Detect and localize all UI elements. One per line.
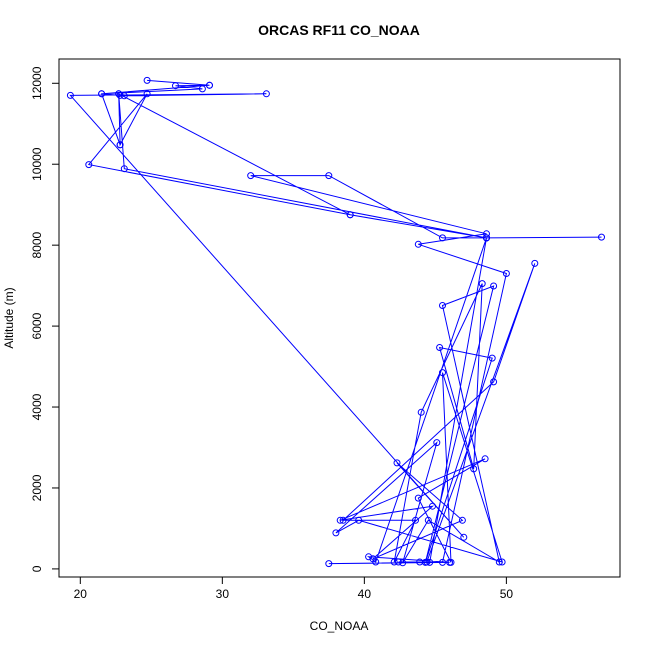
chart-title: ORCAS RF11 CO_NOAA — [258, 22, 420, 38]
data-point — [478, 280, 486, 288]
data-point — [355, 516, 363, 524]
data-point — [66, 91, 74, 99]
data-point — [490, 378, 498, 386]
data-point — [426, 558, 434, 566]
data-point — [598, 233, 605, 241]
data-point — [85, 161, 93, 169]
data-point — [390, 558, 398, 566]
x-axis: 20 30 40 50 — [74, 576, 514, 601]
data-point — [365, 553, 373, 561]
y-tick-label: 12000 — [30, 66, 44, 100]
y-axis-label: Altitude (m) — [2, 287, 16, 348]
data-point — [247, 172, 255, 180]
x-tick-label: 40 — [358, 587, 372, 601]
data-point — [120, 165, 128, 173]
data-point — [325, 172, 333, 180]
y-axis: 0 2000 4000 6000 8000 10000 12000 — [30, 66, 60, 572]
data-point — [439, 369, 446, 377]
data-point — [262, 90, 270, 98]
x-tick-label: 50 — [500, 587, 514, 601]
data-point — [206, 81, 213, 89]
data-point — [531, 259, 539, 267]
data-point — [414, 240, 422, 248]
data-point — [439, 558, 446, 566]
data-point — [470, 465, 478, 473]
y-tick-label: 6000 — [30, 312, 44, 339]
data-point — [115, 90, 123, 98]
data-point — [446, 558, 454, 566]
data-point — [433, 439, 441, 447]
y-tick-label: 10000 — [30, 147, 44, 181]
data-point — [346, 211, 354, 219]
data-point — [495, 558, 503, 566]
data-point — [143, 76, 151, 84]
y-tick-label: 8000 — [30, 231, 44, 258]
data-point — [424, 516, 432, 524]
data-point — [502, 270, 510, 277]
data-point — [417, 408, 425, 416]
data-point — [325, 560, 333, 568]
data-point — [481, 455, 489, 463]
data-point — [423, 558, 431, 566]
x-tick-label: 20 — [74, 587, 88, 601]
y-tick-label: 2000 — [30, 474, 44, 501]
data-point — [372, 558, 380, 566]
series-line — [69, 79, 602, 565]
data-point — [339, 516, 347, 524]
y-tick-label: 4000 — [30, 393, 44, 420]
data-point — [488, 354, 496, 362]
data-point — [399, 559, 407, 567]
data-point — [498, 558, 506, 566]
data-point — [439, 234, 446, 242]
data-point — [172, 82, 179, 90]
data-point — [98, 90, 106, 98]
data-point — [460, 533, 468, 541]
data-point — [393, 459, 401, 467]
data-point — [436, 344, 444, 351]
x-tick-label: 30 — [216, 587, 230, 601]
data-point — [458, 516, 466, 524]
data-point — [412, 516, 419, 524]
data-point — [416, 558, 424, 566]
data-point — [394, 558, 402, 566]
data-point — [429, 502, 436, 510]
plot-frame — [58, 58, 621, 578]
data-point — [483, 230, 490, 238]
data-point — [143, 90, 151, 98]
data-point — [414, 494, 422, 502]
x-axis-label: CO_NOAA — [310, 619, 369, 633]
data-point — [332, 529, 340, 537]
data-point — [116, 91, 124, 99]
series-layer — [66, 76, 605, 568]
data-point — [483, 234, 490, 242]
data-point — [439, 302, 446, 309]
data-point — [198, 85, 206, 93]
y-tick-label: 0 — [30, 565, 44, 572]
data-point — [116, 141, 124, 149]
data-point — [336, 516, 344, 524]
data-point — [490, 282, 498, 290]
